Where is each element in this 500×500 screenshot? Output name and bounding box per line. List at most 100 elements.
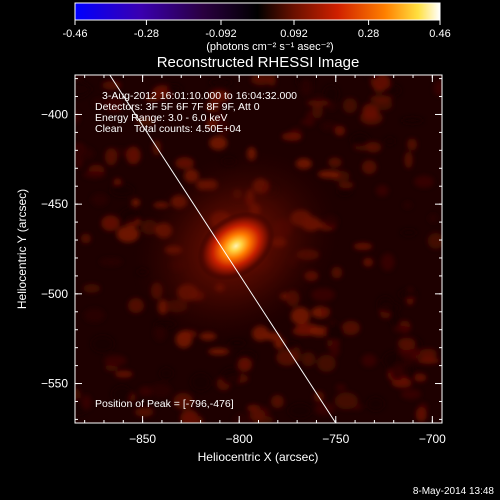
noise-speckle [75,84,93,94]
noise-speckle [334,392,359,410]
noise-speckle [249,409,266,422]
noise-speckle [110,183,134,197]
x-axis-ticks: −850 −800 −750 −700 [84,75,446,446]
colorbar-tick-label: 0.46 [429,28,450,40]
noise-speckle [208,89,230,103]
noise-speckle [403,201,412,209]
noise-speckle [218,121,231,136]
colorbar-tick-label: -0.28 [134,28,159,40]
colorbar: -0.46 -0.28 -0.092 0.092 0.28 0.46 (photons c… [62,2,451,53]
noise-speckle [328,157,342,168]
noise-speckle [338,181,354,189]
colorbar-tick-label: -0.092 [205,28,236,40]
noise-speckle [138,386,153,397]
noise-speckle [361,354,377,367]
emission-source [197,211,275,281]
noise-speckle [175,157,195,170]
noise-speckle [326,101,337,111]
noise-speckle [341,320,360,336]
annotations: 3-Aug-2012 16:01:10.000 to 16:04:32.000 … [95,90,297,410]
noise-speckle [398,289,418,300]
y-tick-label: −450 [41,197,68,211]
noise-speckle [406,138,418,151]
noise-speckle [428,214,438,223]
noise-speckle [208,348,230,356]
noise-speckle [91,335,114,353]
colorbar-tick-label: 0.28 [358,28,379,40]
y-tick-label: −400 [41,107,68,121]
noise-speckle [288,403,312,419]
noise-speckle [342,97,358,114]
noise-speckle [149,383,172,398]
noise-speckle [104,355,127,367]
noise-speckle [404,151,413,169]
x-tick-label: −850 [129,432,156,446]
noise-speckle [250,75,272,86]
noise-speckle [147,400,159,409]
noise-speckle [337,187,353,196]
colorbar-tick-label: 0.092 [280,28,308,40]
noise-speckle [206,118,218,130]
noise-speckle [387,85,401,96]
peak-position-label: Position of Peak = [-796,-476] [95,398,234,410]
chart-title: Reconstructed RHESSI Image [157,54,360,71]
heatmap-image [75,75,442,423]
noise-speckle [361,160,377,175]
colorbar-ticks: -0.46 -0.28 -0.092 0.092 0.28 0.46 [62,20,451,40]
noise-speckle [369,95,392,103]
noise-speckle [154,324,166,342]
noise-speckle [99,257,123,266]
noise-speckle [363,257,374,267]
noise-speckle [393,325,410,333]
noise-speckle [83,171,106,179]
noise-speckle [312,102,323,119]
noise-speckle [397,337,416,351]
noise-speckle [101,215,120,232]
noise-speckle [433,79,442,97]
noise-speckle [419,348,437,359]
annotation-clean-counts: Clean Total counts: 4.50E+04 [95,123,241,135]
noise-speckle [390,362,405,381]
noise-speckle [205,101,221,113]
noise-speckle [309,326,330,337]
noise-speckle [396,348,421,357]
y-axis-label: Heliocentric Y (arcsec) [15,189,29,309]
annotation-detectors: Detectors: 3F 5F 6F 7F 8F 9F, Att 0 [95,101,260,113]
noise-speckle [136,117,155,126]
noise-speckle [323,85,339,103]
x-axis-label: Heliocentric X (arcsec) [198,450,319,464]
noise-speckle [91,193,108,206]
noise-speckle [75,147,95,161]
annotation-energy-range: Energy Range: 3.0 - 6.0 keV [95,112,228,124]
noise-speckle [127,298,145,314]
noise-speckle [131,198,140,207]
colorbar-tick-label: -0.46 [62,28,87,40]
noise-speckle [292,326,316,336]
noise-speckle [300,78,312,96]
noise-speckle [414,373,427,382]
noise-speckle [334,125,346,136]
noise-speckle [335,384,346,392]
noise-speckle [173,392,194,410]
noise-speckle [111,385,132,403]
noise-speckle [233,413,252,423]
noise-speckle [267,75,277,87]
plot-area: −850 −800 −750 −700 −400 −450 −500 −550 [41,74,446,446]
noise-speckle [417,357,440,364]
noise-speckle [324,324,345,341]
noise-speckle [375,185,389,197]
y-tick-label: −500 [41,287,68,301]
noise-speckle [166,84,182,95]
noise-speckle [216,112,226,125]
y-axis-ticks: −400 −450 −500 −550 [41,78,442,420]
x-tick-label: −750 [322,432,349,446]
noise-speckle [384,137,396,145]
noise-speckle [80,233,92,244]
noise-speckle [314,94,324,102]
noise-speckle [134,407,154,417]
noise-speckle [193,415,204,423]
noise-speckle [400,389,421,400]
noise-speckle [84,308,105,323]
noise-speckle [353,242,373,251]
